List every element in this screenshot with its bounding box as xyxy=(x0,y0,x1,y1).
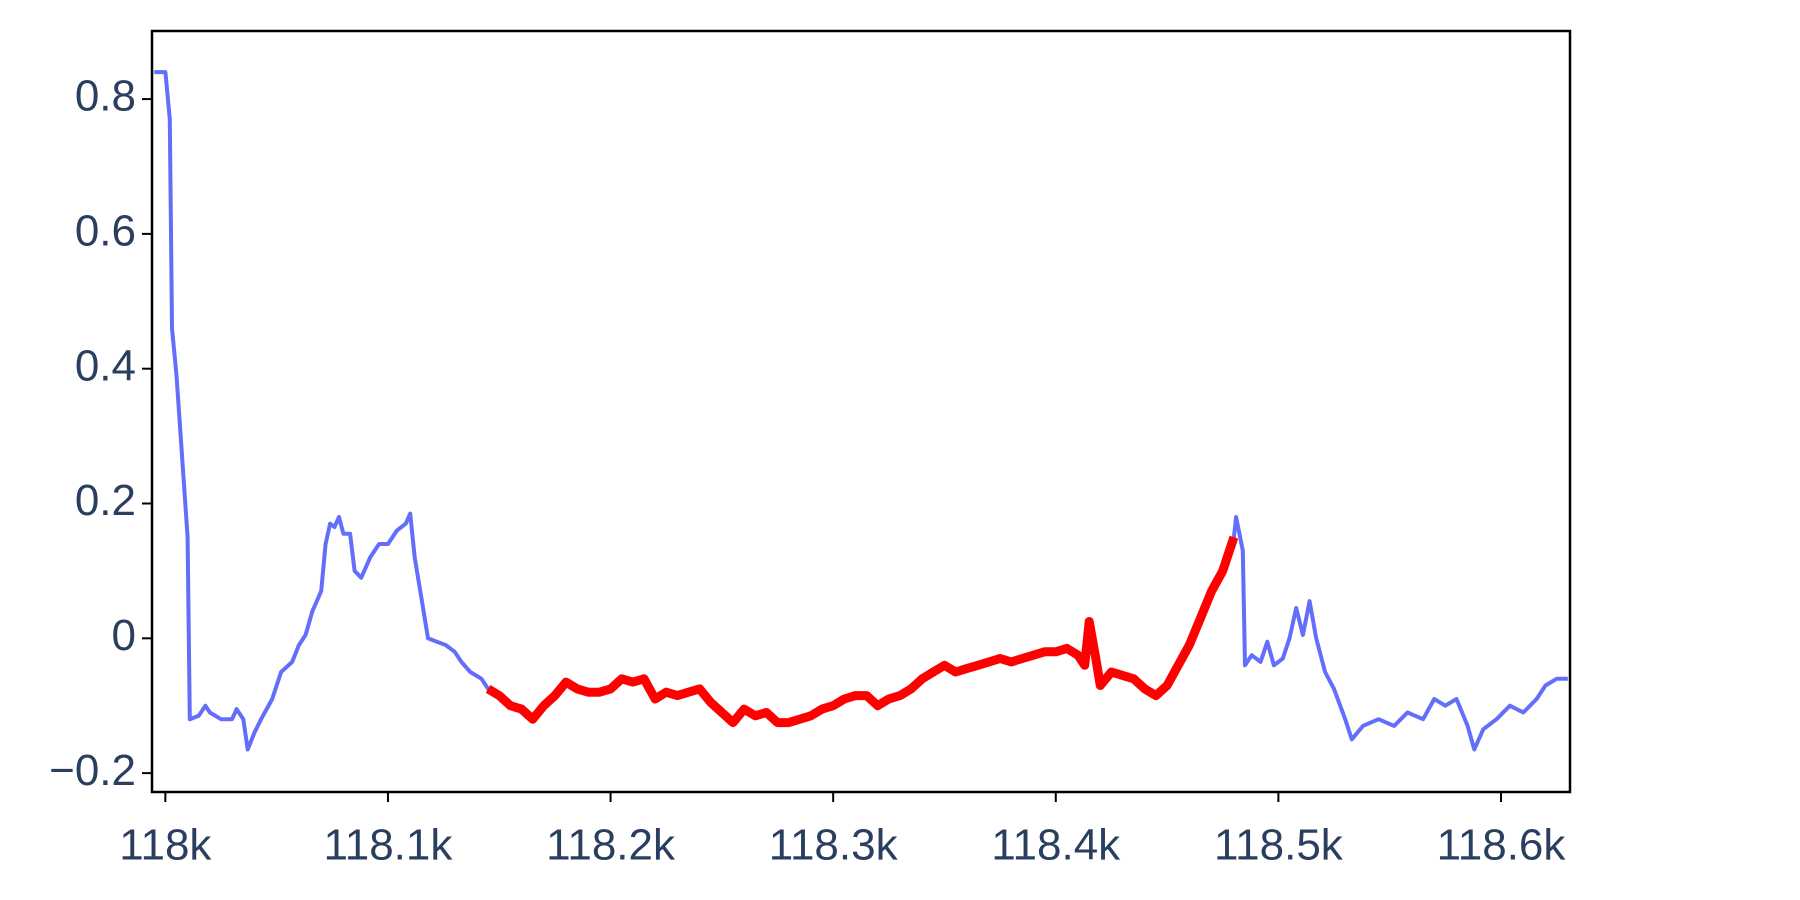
y-tick-label: 0.6 xyxy=(75,207,136,256)
x-tick-label: 118.1k xyxy=(324,821,454,870)
y-tick-label: 0.4 xyxy=(75,341,136,390)
x-tick-label: 118.4k xyxy=(991,821,1121,870)
line xyxy=(154,70,1568,752)
x-tick-label: 118.6k xyxy=(1437,821,1567,870)
y-tick-label: −0.2 xyxy=(49,746,136,795)
y-tick-label: 0.8 xyxy=(75,72,136,121)
plot-frame xyxy=(150,29,1572,794)
line xyxy=(485,535,1239,728)
x-tick-label: 118.2k xyxy=(546,821,676,870)
x-tick-label: 118.3k xyxy=(769,821,899,870)
y-tick-label: 0 xyxy=(112,611,136,660)
x-tick-label: 118k xyxy=(119,821,212,870)
y-tick-label: 0.2 xyxy=(75,476,136,525)
x-tick-label: 118.5k xyxy=(1214,821,1344,870)
